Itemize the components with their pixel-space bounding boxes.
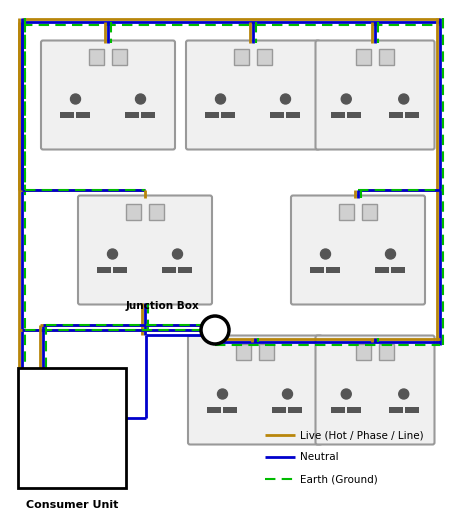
Bar <box>61 112 74 118</box>
Text: Live (Hot / Phase / Line): Live (Hot / Phase / Line) <box>300 430 424 440</box>
Circle shape <box>173 249 182 259</box>
Circle shape <box>320 249 330 259</box>
Circle shape <box>136 94 146 104</box>
Bar <box>389 407 403 413</box>
Bar <box>259 343 274 360</box>
Bar <box>327 267 340 273</box>
Bar <box>356 49 371 65</box>
Bar <box>379 343 394 360</box>
Bar <box>149 204 164 220</box>
Bar <box>389 112 403 118</box>
Bar <box>98 267 111 273</box>
FancyBboxPatch shape <box>291 196 425 305</box>
Circle shape <box>71 94 81 104</box>
FancyBboxPatch shape <box>316 41 435 150</box>
Circle shape <box>281 94 291 104</box>
Bar <box>236 343 251 360</box>
Bar <box>18 368 126 488</box>
Bar <box>286 112 301 118</box>
Circle shape <box>399 389 409 399</box>
Text: Earth (Ground): Earth (Ground) <box>300 474 378 484</box>
Bar <box>179 267 192 273</box>
Bar <box>375 267 390 273</box>
Bar <box>112 49 127 65</box>
Circle shape <box>108 249 118 259</box>
FancyBboxPatch shape <box>41 41 175 150</box>
Bar <box>206 112 219 118</box>
Bar <box>221 112 236 118</box>
Bar <box>362 204 377 220</box>
Bar <box>405 112 419 118</box>
Bar <box>113 267 128 273</box>
Bar <box>356 343 371 360</box>
Bar <box>310 267 325 273</box>
Circle shape <box>216 94 226 104</box>
Bar <box>257 49 272 65</box>
Bar <box>331 407 345 413</box>
Circle shape <box>341 94 351 104</box>
Circle shape <box>385 249 395 259</box>
Bar <box>405 407 419 413</box>
Text: Junction Box: Junction Box <box>125 301 199 311</box>
Bar <box>126 204 141 220</box>
Bar <box>331 112 345 118</box>
Bar <box>379 49 394 65</box>
Bar <box>289 407 302 413</box>
Bar <box>89 49 104 65</box>
Text: Neutral: Neutral <box>300 452 338 462</box>
Circle shape <box>201 316 229 344</box>
Text: Consumer Unit: Consumer Unit <box>26 500 118 510</box>
Bar <box>271 112 284 118</box>
Bar <box>392 267 405 273</box>
Circle shape <box>283 389 292 399</box>
Bar <box>208 407 221 413</box>
FancyBboxPatch shape <box>186 41 320 150</box>
Bar <box>339 204 354 220</box>
FancyBboxPatch shape <box>78 196 212 305</box>
Circle shape <box>399 94 409 104</box>
Bar <box>126 112 139 118</box>
Circle shape <box>218 389 228 399</box>
Bar <box>347 407 361 413</box>
Bar <box>163 267 176 273</box>
Bar <box>142 112 155 118</box>
Circle shape <box>341 389 351 399</box>
Bar <box>273 407 286 413</box>
FancyBboxPatch shape <box>316 335 435 444</box>
Bar <box>76 112 91 118</box>
Bar <box>224 407 237 413</box>
FancyBboxPatch shape <box>188 335 322 444</box>
Bar <box>234 49 249 65</box>
Bar <box>347 112 361 118</box>
